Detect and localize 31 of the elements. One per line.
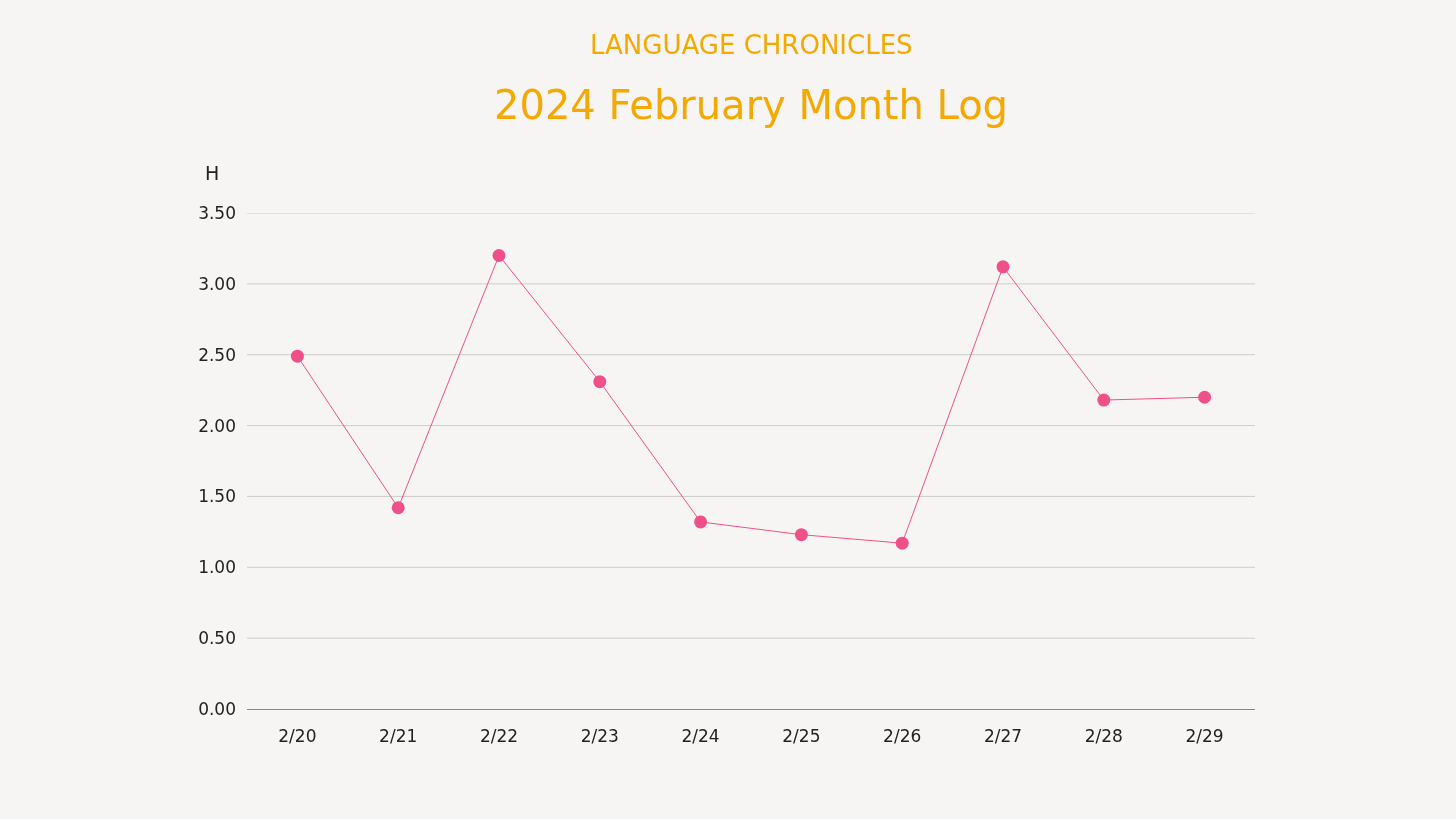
y-tick-label: 0.00 [198,698,236,719]
point [996,260,1010,274]
x-tick-label: 2/22 [479,726,519,747]
y-tick-label: 2.50 [198,344,236,365]
point [593,375,607,389]
point [694,515,708,529]
y-tick-label: 0.50 [198,628,236,649]
x-tick-label: 2/20 [278,726,317,747]
point [391,501,405,515]
x-tick-label: 2/25 [782,726,821,747]
y-tick-label: 3.50 [198,202,236,223]
point [1198,390,1212,404]
x-tick-label: 2/29 [1185,726,1224,747]
point [895,536,909,550]
point [492,249,506,262]
y-axis-title: H [205,162,220,184]
x-tick-label: 2/23 [580,726,619,747]
x-tick-label: 2/27 [983,726,1023,747]
chart-subtitle: LANGUAGE CHRONICLES [590,30,913,60]
point [794,528,808,542]
chart-title: 2024 February Month Log [493,82,1009,128]
y-tick-label: 1.50 [198,486,236,507]
x-tick-label: 2/26 [883,726,922,747]
point [290,349,304,363]
x-tick-label: 2/21 [379,726,418,747]
y-tick-label: 3.00 [198,273,236,294]
point [1097,393,1111,407]
x-tick-label: 2/24 [681,726,720,747]
x-tick-label: 2/28 [1084,726,1123,747]
y-tick-label: 1.00 [198,557,236,578]
y-tick-label: 2.00 [198,415,236,436]
